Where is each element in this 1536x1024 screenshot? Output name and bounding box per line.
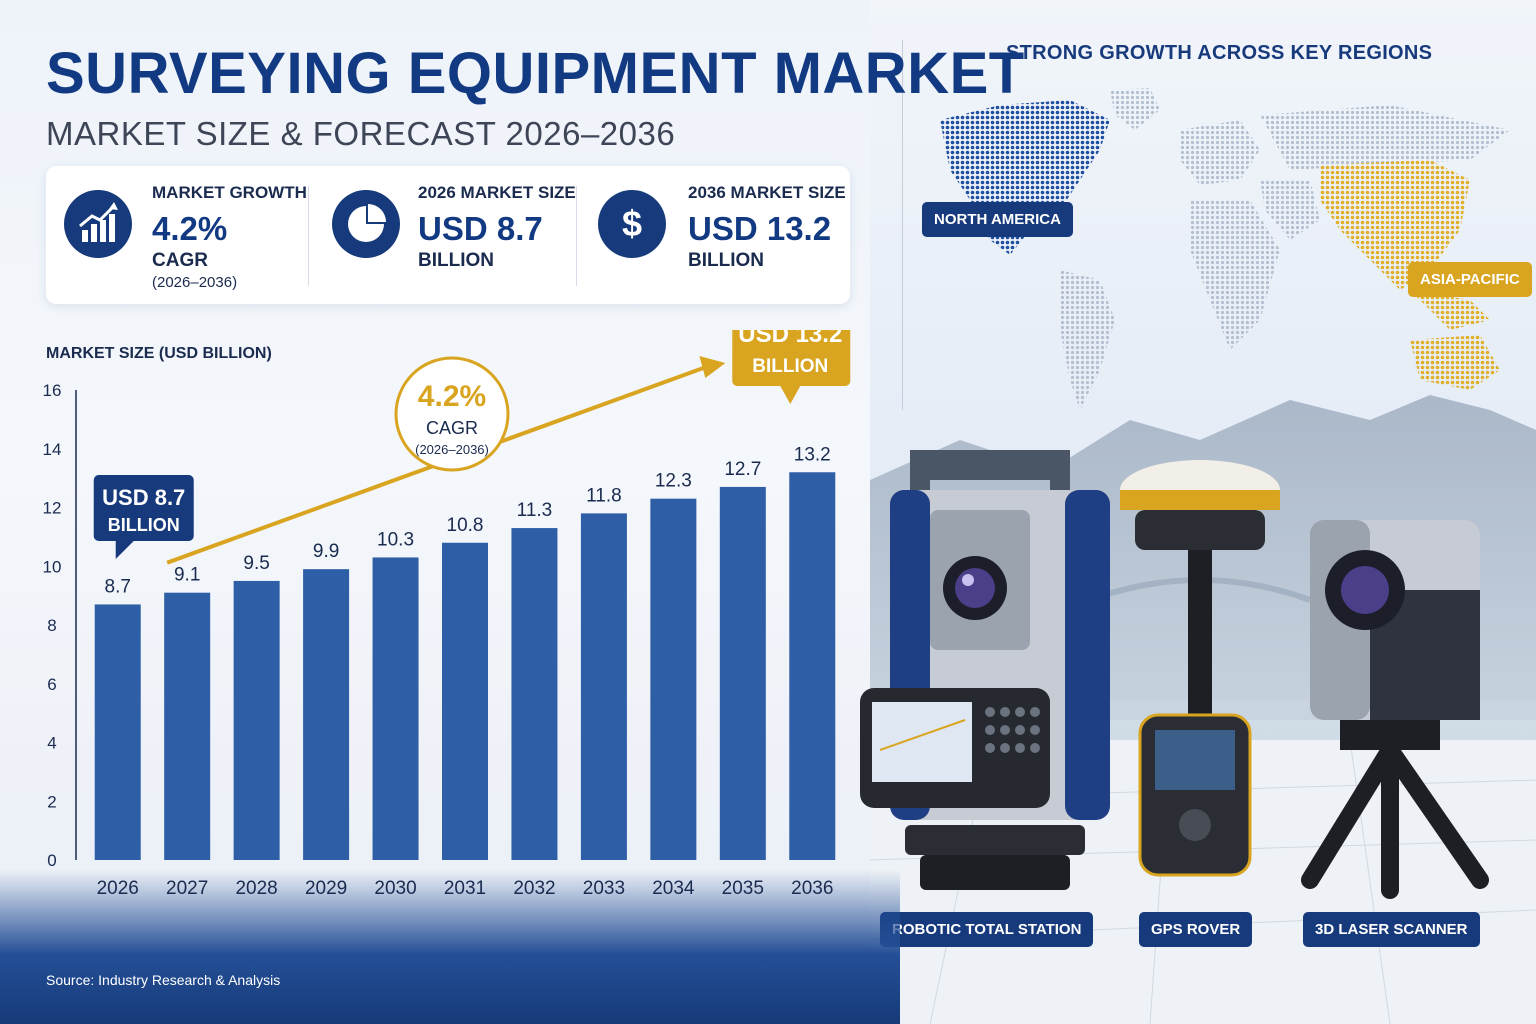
svg-text:$: $	[622, 203, 642, 244]
y-axis-title: MARKET SIZE (USD BILLION)	[46, 345, 272, 362]
x-tick-label: 2027	[166, 878, 208, 899]
kpi-sub: CAGR	[152, 250, 208, 271]
source-note: Source: Industry Research & Analysis	[46, 972, 281, 988]
data-label: 9.9	[313, 541, 339, 562]
bar	[719, 486, 766, 860]
dollar-icon: $	[598, 190, 666, 258]
bar	[442, 542, 488, 860]
asia-pacific-shape	[1320, 160, 1470, 290]
y-tick-label: 16	[43, 381, 62, 400]
kpi-label: 2026 MARKET SIZE	[418, 183, 576, 202]
data-label: 9.1	[174, 565, 200, 586]
kpi-value: 4.2%	[152, 210, 228, 247]
bar	[580, 513, 627, 860]
bar	[372, 557, 419, 860]
y-tick-label: 6	[47, 675, 56, 694]
kpi-2026-size: 2026 MARKET SIZE USD 8.7 BILLION	[332, 166, 582, 304]
kpi-sub-period: (2026–2036)	[152, 274, 238, 291]
x-tick-label: 2031	[444, 878, 486, 899]
start-callout-box	[93, 475, 194, 541]
bar	[233, 580, 280, 860]
kpi-sub: BILLION	[688, 250, 764, 271]
data-label: 11.3	[517, 500, 553, 521]
y-tick-label: 0	[47, 851, 56, 870]
bar	[303, 569, 350, 860]
data-label: 13.2	[794, 444, 831, 465]
x-tick-label: 2035	[722, 878, 764, 899]
map-title: STRONG GROWTH ACROSS KEY REGIONS	[1006, 42, 1433, 64]
bar	[511, 528, 558, 860]
cagr-value: 4.2%	[418, 380, 486, 413]
end-callout-pointer	[780, 386, 801, 404]
bar-chart: MARKET SIZE (USD BILLION) 0 2 4 6 8 10 12 14 16 8.…	[0, 330, 880, 930]
equipment-label-laser-scanner: 3D LASER SCANNER	[1303, 912, 1480, 947]
bar	[94, 604, 141, 860]
end-callout-unit: BILLION	[752, 356, 828, 377]
page-subtitle: MARKET SIZE & FORECAST 2026–2036	[46, 115, 676, 152]
y-tick-label: 10	[43, 557, 62, 576]
region-tag-north-america: NORTH AMERICA	[922, 202, 1073, 237]
bottom-wave-decoration	[0, 870, 900, 1024]
x-tick-label: 2030	[374, 878, 416, 899]
data-label: 9.5	[243, 553, 269, 574]
data-label: 12.7	[724, 459, 761, 480]
x-tick-label: 2026	[97, 878, 139, 899]
x-tick-label: 2033	[583, 878, 625, 899]
kpi-divider	[308, 186, 309, 286]
y-tick-label: 12	[43, 499, 62, 518]
end-callout-value: USD 13.2	[738, 330, 842, 348]
kpi-value: USD 8.7	[418, 210, 543, 247]
y-tick-label: 8	[47, 616, 56, 635]
equipment-label-total-station: ROBOTIC TOTAL STATION	[880, 912, 1094, 947]
kpi-divider	[576, 186, 577, 286]
equipment-illustrations	[860, 450, 1489, 899]
x-tick-label: 2029	[305, 878, 347, 899]
kpi-label: 2036 MARKET SIZE	[688, 183, 846, 202]
vertical-divider	[902, 40, 903, 410]
data-label: 10.3	[377, 529, 414, 550]
data-label: 10.8	[447, 515, 484, 536]
end-callout-box	[732, 330, 851, 386]
x-tick-label: 2036	[791, 878, 833, 899]
kpi-sub: BILLION	[418, 250, 494, 271]
bar	[789, 472, 836, 860]
page-title: SURVEYING EQUIPMENT MARKET	[46, 41, 1025, 106]
region-tag-asia-pacific: ASIA-PACIFIC	[1408, 262, 1532, 297]
bar	[164, 592, 211, 860]
cagr-circle	[394, 356, 510, 472]
kpi-market-growth: MARKET GROWTH 4.2% CAGR (2026–2036)	[64, 166, 324, 304]
x-tick-label: 2028	[235, 878, 277, 899]
pie-chart-icon	[332, 190, 400, 258]
world-map	[940, 88, 1510, 410]
trend-arrow-head	[699, 356, 726, 378]
kpi-card: MARKET GROWTH 4.2% CAGR (2026–2036) 2026…	[46, 166, 850, 304]
kpi-value: USD 13.2	[688, 210, 832, 247]
data-label: 11.8	[586, 485, 622, 506]
y-tick-label: 2	[47, 792, 56, 811]
y-tick-label: 4	[47, 734, 56, 753]
bar	[650, 498, 697, 860]
bar-chart-svg: MARKET SIZE (USD BILLION) 0 2 4 6 8 10 12 14 16 8.…	[43, 330, 851, 899]
gps-rover-icon	[1120, 460, 1280, 877]
y-tick-label: 14	[43, 440, 62, 459]
equipment-label-gps-rover: GPS ROVER	[1139, 912, 1253, 947]
start-callout-pointer	[115, 541, 134, 559]
data-label: 12.3	[655, 471, 692, 492]
x-tick-label: 2032	[513, 878, 555, 899]
cagr-period: (2026–2036)	[415, 442, 489, 457]
start-callout-value: USD 8.7	[102, 485, 185, 510]
kpi-label: MARKET GROWTH	[152, 183, 307, 202]
laser-scanner-icon	[1301, 520, 1489, 899]
cagr-label: CAGR	[426, 418, 478, 438]
growth-chart-icon	[64, 190, 132, 258]
kpi-2036-size: $ 2036 MARKET SIZE USD 13.2 BILLION	[598, 166, 848, 304]
data-label: 8.7	[105, 576, 131, 597]
x-tick-label: 2034	[652, 878, 695, 899]
total-station-icon	[860, 450, 1110, 890]
start-callout-unit: BILLION	[108, 515, 180, 535]
